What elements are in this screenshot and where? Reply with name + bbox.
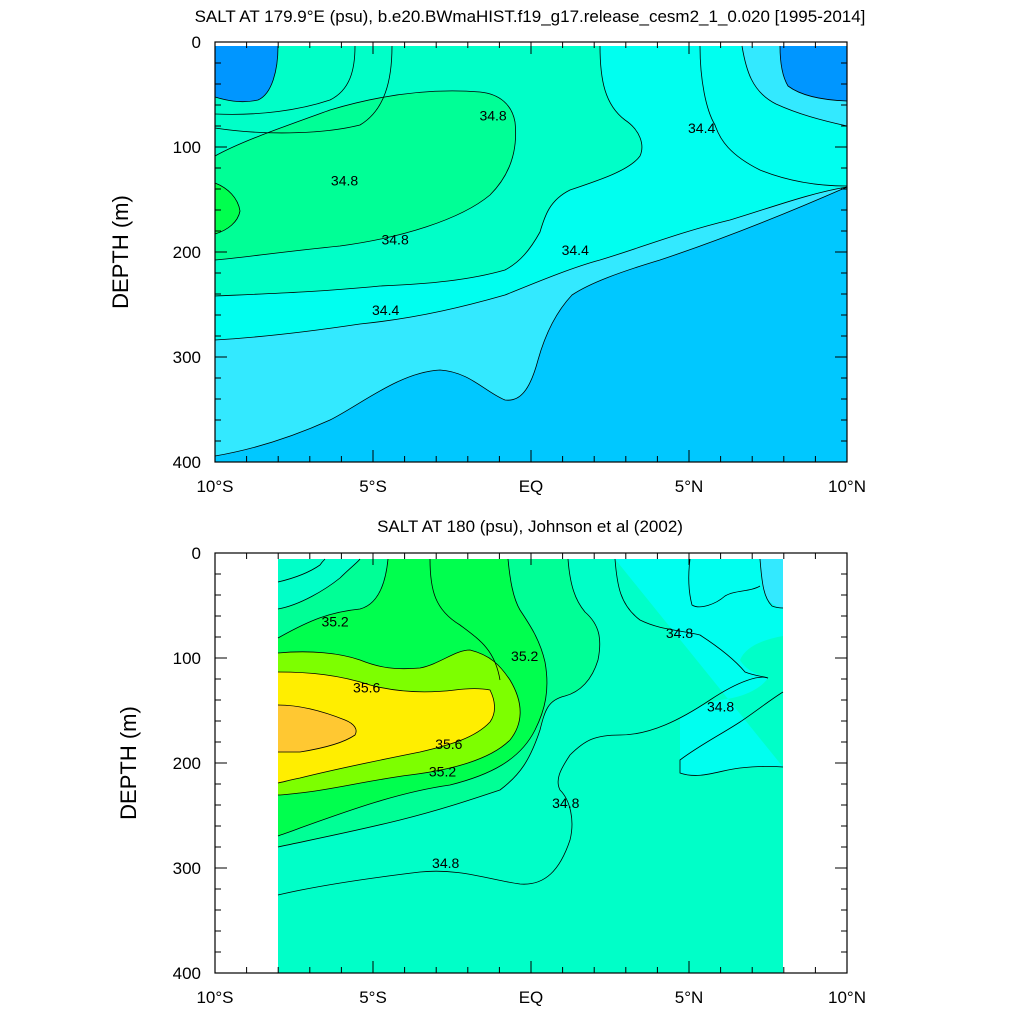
panel-1-contour-label: 34.4 [562, 242, 589, 258]
panel-2-band-35-6 [278, 672, 495, 783]
panel-1-contour-line-34-6 [741, 45, 848, 127]
panel-2-contour-line-35-0-b [277, 558, 548, 837]
panel-2-ytick-label: 300 [173, 859, 201, 878]
panel-2-contour-line-35-2-inner [429, 558, 501, 681]
panel-2-contour-line-34-4 [759, 558, 784, 609]
panel-2-xtick-label: EQ [519, 988, 544, 1007]
panel-1-ytick-label: 0 [192, 33, 201, 52]
panel-2-contour-line-34-6-a [614, 558, 769, 679]
panel-1-band-35-2 [215, 183, 240, 234]
panel-1-contour-line-35-2 [214, 182, 241, 235]
panel-2-contour-label: 34.8 [707, 698, 734, 714]
panel-2-contour-line-34-8-a [277, 558, 361, 610]
panel-1-axes: 10°S 5°S EQ 5°N 10°N 0 100 200 300 400 [173, 33, 866, 496]
panel-2-ytick-label: 400 [173, 964, 201, 983]
panel-2-ytick-label: 100 [173, 649, 201, 668]
panel-1-contour-labels: 34.8 34.8 34.8 34.4 34.4 34.4 [331, 108, 716, 318]
panel-1-band-34-0-east [780, 46, 847, 101]
panel-2-plot-area: 35.2 35.6 35.2 35.6 35.2 34.8 34.8 34.8 34.8 [215, 553, 847, 973]
panel-2-contour-line-34-6-b [679, 691, 784, 776]
panel-1-contour-line-34-2-west [214, 45, 279, 103]
panel-1-contour-line-34-4 [214, 186, 848, 457]
panel-2-xtick-label: 5°S [359, 988, 387, 1007]
panel-1-contour-line-34-8-upper [699, 45, 848, 187]
panel-2-xtick-label: 10°S [196, 988, 233, 1007]
panel-1-ytick-label: 400 [173, 453, 201, 472]
panel-2-contour-label: 35.6 [435, 736, 462, 752]
panel-2-contour-label: 34.8 [552, 795, 579, 811]
panel-1-xtick-label: 10°N [828, 477, 866, 496]
panel-1-contour-label: 34.8 [479, 108, 506, 124]
panel-1-contour-label: 34.8 [331, 173, 358, 189]
panel-1-contour-line-34-6b [214, 186, 848, 341]
panel-1-ytick-label: 200 [173, 243, 201, 262]
panel-2-contour-label: 34.8 [432, 855, 459, 871]
panel-1-plot-area: 34.8 34.8 34.8 34.4 34.4 34.4 [214, 42, 848, 462]
panel-2-xtick-label: 10°N [828, 988, 866, 1007]
panel-2-contour-label: 35.6 [353, 679, 380, 695]
panel-1-contour-line-34-6-upper [214, 45, 356, 115]
panel-1-band-34-0-west [215, 46, 278, 102]
panel-1-xtick-label: EQ [519, 477, 544, 496]
panel-2-axes: 10°S 5°S EQ 5°N 10°N 0 100 200 300 400 [173, 544, 866, 1007]
panel-2-contour-line-34-6-c [688, 558, 761, 608]
panel-2-contour-line-35-0 [277, 558, 389, 639]
panel-2-contour-labels: 35.2 35.6 35.2 35.6 35.2 34.8 34.8 34.8 34.8 [321, 613, 734, 871]
panel-observations: SALT AT 180 (psu), Johnson et al (2002) [116, 517, 866, 1007]
panel-1-contour-line-34-2-east [779, 45, 848, 102]
panel-1-contour-label: 34.4 [372, 302, 399, 318]
panel-2-ytick-label: 0 [192, 544, 201, 563]
panel-2-contour-label: 35.2 [429, 763, 456, 779]
panel-2-contour-line-34-8-c [277, 676, 769, 896]
panel-1-contour-label: 34.4 [688, 120, 715, 136]
panel-2-contour-line-35-4 [277, 649, 521, 796]
panel-2-contour-line-34-8-top [277, 558, 326, 583]
panel-1-ytick-label: 100 [173, 138, 201, 157]
panel-2-contour-line-34-8-b [277, 558, 601, 848]
panel-2-ylabel: DEPTH (m) [116, 706, 141, 820]
panel-model: SALT AT 179.9°E (psu), b.e20.BWmaHIST.f1… [108, 7, 866, 496]
panel-2-band-34-6-east [688, 559, 760, 607]
panel-2-title: SALT AT 180 (psu), Johnson et al (2002) [377, 517, 683, 536]
panel-2-xtick-label: 5°N [675, 988, 704, 1007]
panel-1-ylabel: DEPTH (m) [108, 195, 133, 309]
panel-2-contour-lines [277, 558, 784, 896]
panel-1-xtick-label: 10°S [196, 477, 233, 496]
panel-1-title: SALT AT 179.9°E (psu), b.e20.BWmaHIST.f1… [195, 7, 866, 26]
panel-2-contour-line-35-8 [277, 704, 357, 753]
panel-1-contour-line-35-0 [214, 90, 516, 261]
panel-2-ytick-label: 200 [173, 754, 201, 773]
panel-1-xtick-label: 5°S [359, 477, 387, 496]
panel-2-contour-line-35-6 [277, 671, 495, 784]
panel-1-ytick-label: 300 [173, 348, 201, 367]
panel-2-contour-label: 35.2 [321, 613, 348, 629]
panel-1-contour-lines [214, 45, 848, 457]
panel-1-contour-line-34-8 [214, 45, 643, 297]
panel-1-contour-line-34-4-upper [214, 45, 393, 134]
panel-1-xtick-label: 5°N [675, 477, 704, 496]
panel-1-contour-label: 34.8 [381, 231, 408, 247]
panel-2-contour-label: 35.2 [511, 648, 538, 664]
panel-2-contour-label: 34.8 [666, 625, 693, 641]
panel-2-band-35-8 [278, 705, 357, 752]
